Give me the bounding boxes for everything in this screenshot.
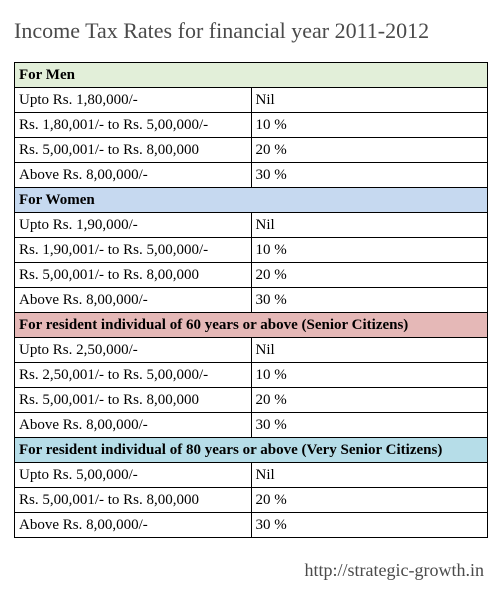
range-cell: Above Rs. 8,00,000/- [15, 163, 252, 188]
table-row: Above Rs. 8,00,000/- 30 % [15, 513, 488, 538]
rate-cell: Nil [251, 463, 488, 488]
section-header-men: For Men [15, 63, 488, 88]
table-row: Rs. 5,00,001/- to Rs. 8,00,000 20 % [15, 488, 488, 513]
table-row: Upto Rs. 5,00,000/- Nil [15, 463, 488, 488]
table-row: Rs. 5,00,001/- to Rs. 8,00,000 20 % [15, 263, 488, 288]
range-cell: Rs. 1,90,001/- to Rs. 5,00,000/- [15, 238, 252, 263]
range-cell: Above Rs. 8,00,000/- [15, 413, 252, 438]
table-row: Rs. 2,50,001/- to Rs. 5,00,000/- 10 % [15, 363, 488, 388]
range-cell: Rs. 2,50,001/- to Rs. 5,00,000/- [15, 363, 252, 388]
table-row: Above Rs. 8,00,000/- 30 % [15, 413, 488, 438]
range-cell: Rs. 5,00,001/- to Rs. 8,00,000 [15, 488, 252, 513]
table-row: Above Rs. 8,00,000/- 30 % [15, 288, 488, 313]
rate-cell: 30 % [251, 413, 488, 438]
table-row: Above Rs. 8,00,000/- 30 % [15, 163, 488, 188]
table-row: Rs. 5,00,001/- to Rs. 8,00,000 20 % [15, 138, 488, 163]
table-row: Rs. 1,90,001/- to Rs. 5,00,000/- 10 % [15, 238, 488, 263]
range-cell: Rs. 5,00,001/- to Rs. 8,00,000 [15, 138, 252, 163]
rate-cell: 10 % [251, 363, 488, 388]
rate-cell: 20 % [251, 263, 488, 288]
rate-cell: Nil [251, 88, 488, 113]
section-header-label: For resident individual of 80 years or a… [15, 438, 488, 463]
range-cell: Rs. 5,00,001/- to Rs. 8,00,000 [15, 263, 252, 288]
page-title: Income Tax Rates for financial year 2011… [14, 18, 488, 44]
table-row: Upto Rs. 1,90,000/- Nil [15, 213, 488, 238]
section-header-label: For resident individual of 60 years or a… [15, 313, 488, 338]
rate-cell: 20 % [251, 388, 488, 413]
rate-cell: 20 % [251, 138, 488, 163]
section-header-senior: For resident individual of 60 years or a… [15, 313, 488, 338]
rate-cell: Nil [251, 213, 488, 238]
section-header-vsenior: For resident individual of 80 years or a… [15, 438, 488, 463]
rate-cell: 10 % [251, 238, 488, 263]
range-cell: Above Rs. 8,00,000/- [15, 288, 252, 313]
range-cell: Rs. 5,00,001/- to Rs. 8,00,000 [15, 388, 252, 413]
range-cell: Rs. 1,80,001/- to Rs. 5,00,000/- [15, 113, 252, 138]
tax-table: For Men Upto Rs. 1,80,000/- Nil Rs. 1,80… [14, 62, 488, 538]
section-header-women: For Women [15, 188, 488, 213]
table-row: Upto Rs. 2,50,000/- Nil [15, 338, 488, 363]
range-cell: Above Rs. 8,00,000/- [15, 513, 252, 538]
range-cell: Upto Rs. 1,90,000/- [15, 213, 252, 238]
range-cell: Upto Rs. 2,50,000/- [15, 338, 252, 363]
section-header-label: For Women [15, 188, 488, 213]
footer-url: http://strategic-growth.in [14, 560, 488, 581]
range-cell: Upto Rs. 5,00,000/- [15, 463, 252, 488]
rate-cell: 30 % [251, 288, 488, 313]
table-row: Rs. 5,00,001/- to Rs. 8,00,000 20 % [15, 388, 488, 413]
table-row: Rs. 1,80,001/- to Rs. 5,00,000/- 10 % [15, 113, 488, 138]
rate-cell: 30 % [251, 513, 488, 538]
section-header-label: For Men [15, 63, 488, 88]
rate-cell: Nil [251, 338, 488, 363]
table-row: Upto Rs. 1,80,000/- Nil [15, 88, 488, 113]
rate-cell: 10 % [251, 113, 488, 138]
rate-cell: 30 % [251, 163, 488, 188]
rate-cell: 20 % [251, 488, 488, 513]
range-cell: Upto Rs. 1,80,000/- [15, 88, 252, 113]
